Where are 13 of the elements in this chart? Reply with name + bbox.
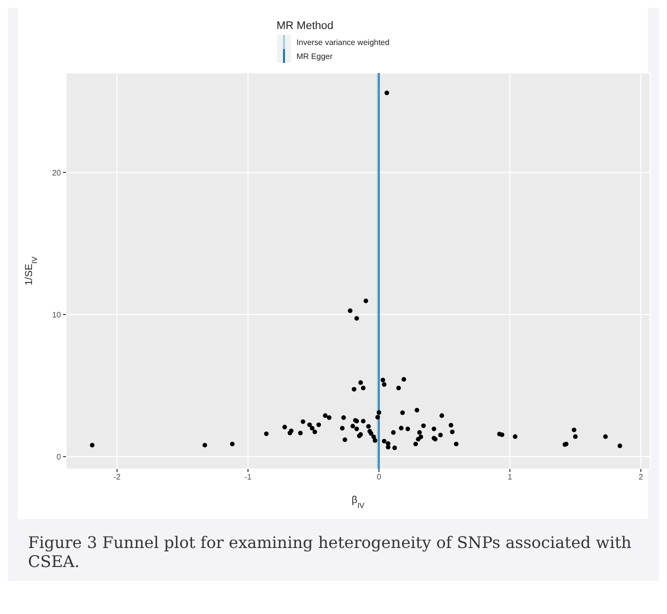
x-tick-label: 1 <box>508 472 513 482</box>
legend-title: MR Method <box>276 20 334 32</box>
x-tick-label: 0 <box>376 472 382 482</box>
x-tick-label: 2 <box>638 472 644 482</box>
caption: Figure 3 Funnel plot for examining heterogeneity of SNPs associated with CSEA. <box>28 533 632 571</box>
x-tick-label: -1 <box>244 472 252 482</box>
y-tick-label: 20 <box>52 168 62 178</box>
x-axis-title: β$_{IV}$ <box>352 495 364 510</box>
y-tick-label: 10 <box>52 310 62 320</box>
legend-label: Inverse variance weighted <box>296 38 390 46</box>
x-tick-label: -2 <box>114 472 122 482</box>
legend-label: MR Egger <box>296 52 333 60</box>
y-tick-label: 0 <box>56 452 62 462</box>
